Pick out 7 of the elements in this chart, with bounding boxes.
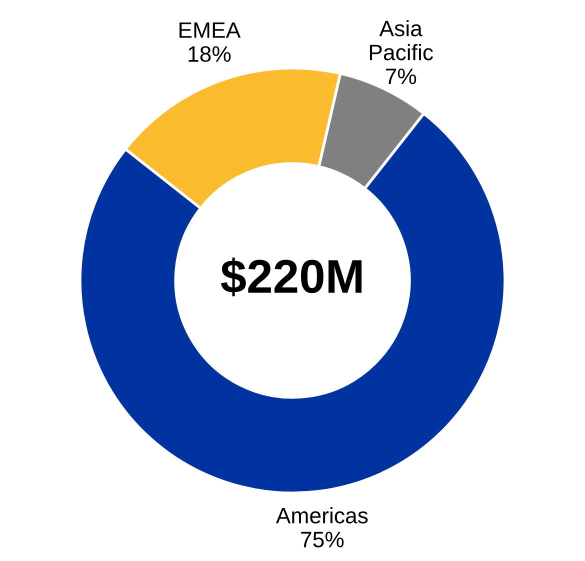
- data-label: 7%: [386, 68, 416, 84]
- data-label: 75%: [301, 532, 344, 548]
- slice-label: Americas: [276, 507, 368, 524]
- slice-label: Asia Pacific: [370, 20, 433, 60]
- slice-label: EMEA: [180, 22, 241, 38]
- data-label: 18%: [188, 46, 231, 62]
- text: $220M: [220, 258, 362, 296]
